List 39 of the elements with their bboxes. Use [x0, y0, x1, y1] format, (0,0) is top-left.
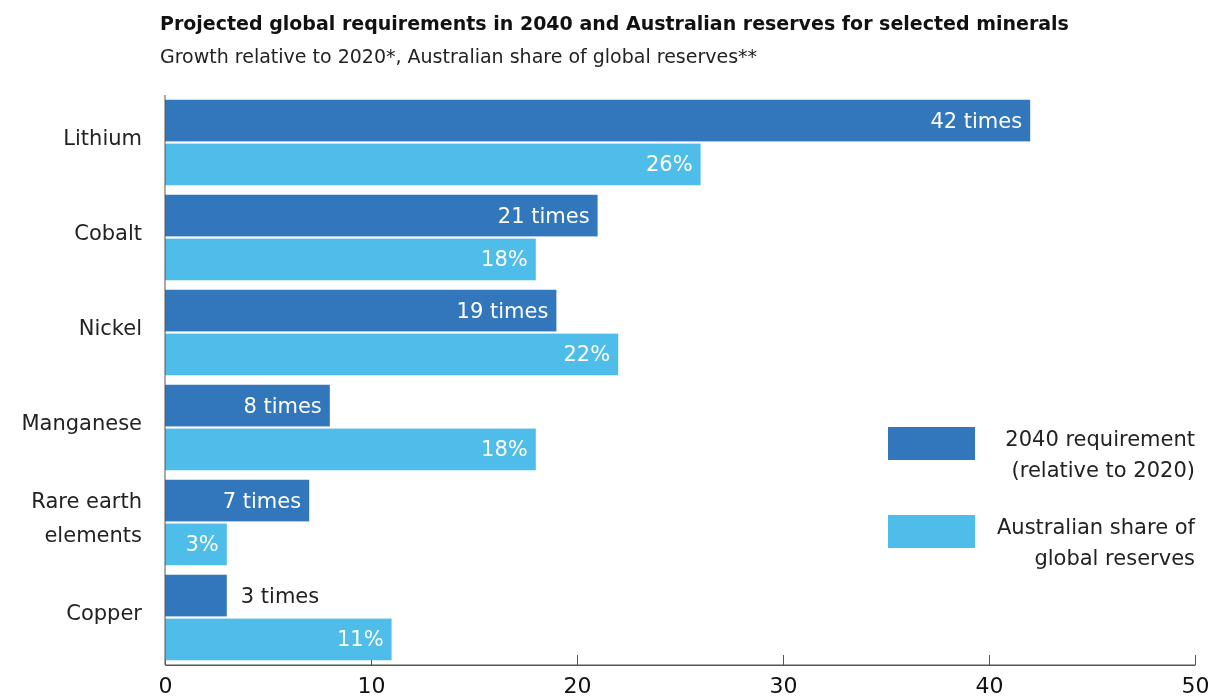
x-tick-label: 30	[769, 672, 798, 698]
data-label: 18%	[481, 247, 528, 272]
y-tick-label: Rare earth elements	[31, 488, 142, 547]
data-label: 42 times	[930, 108, 1023, 133]
data-label: 19 times	[456, 298, 549, 323]
data-label: 3%	[185, 532, 219, 557]
x-tick-label: 50	[1181, 672, 1210, 698]
x-tick-label: 40	[975, 672, 1004, 698]
bar	[165, 428, 536, 471]
data-label: 8 times	[243, 393, 322, 418]
bar	[165, 143, 701, 186]
chart-subtitle: Growth relative to 2020*, Australian share of global reserves**	[160, 45, 758, 67]
data-label: 3 times	[240, 583, 320, 608]
y-tick-label: Manganese	[21, 410, 142, 435]
data-label: 21 times	[497, 203, 590, 228]
data-label: 26%	[645, 152, 693, 177]
data-label: 7 times	[222, 488, 302, 513]
bar	[165, 479, 310, 522]
bar	[165, 194, 598, 237]
bar	[165, 333, 619, 376]
x-tick-label: 10	[357, 672, 386, 698]
bar	[165, 618, 392, 661]
chart-title: Projected global requirements in 2040 and Australian reserves for selected minerals	[160, 12, 1069, 34]
x-tick-label: 0	[158, 672, 173, 698]
y-tick-label: Cobalt	[74, 220, 142, 245]
y-tick-label: Lithium	[63, 125, 142, 150]
data-label: 22%	[563, 342, 611, 367]
data-label: 11%	[336, 627, 384, 652]
data-label: 18%	[481, 437, 528, 462]
y-tick-label: Copper	[66, 600, 143, 625]
bar	[165, 384, 330, 427]
bar	[165, 289, 557, 332]
bar	[165, 238, 536, 281]
legend-label: Australian share of global reserves	[996, 515, 1196, 570]
bar	[165, 99, 1031, 142]
bar	[165, 574, 227, 617]
legend-label: 2040 requirement (relative to 2020)	[1005, 427, 1195, 482]
y-tick-label: Nickel	[78, 315, 142, 340]
x-tick-label: 20	[563, 672, 592, 698]
